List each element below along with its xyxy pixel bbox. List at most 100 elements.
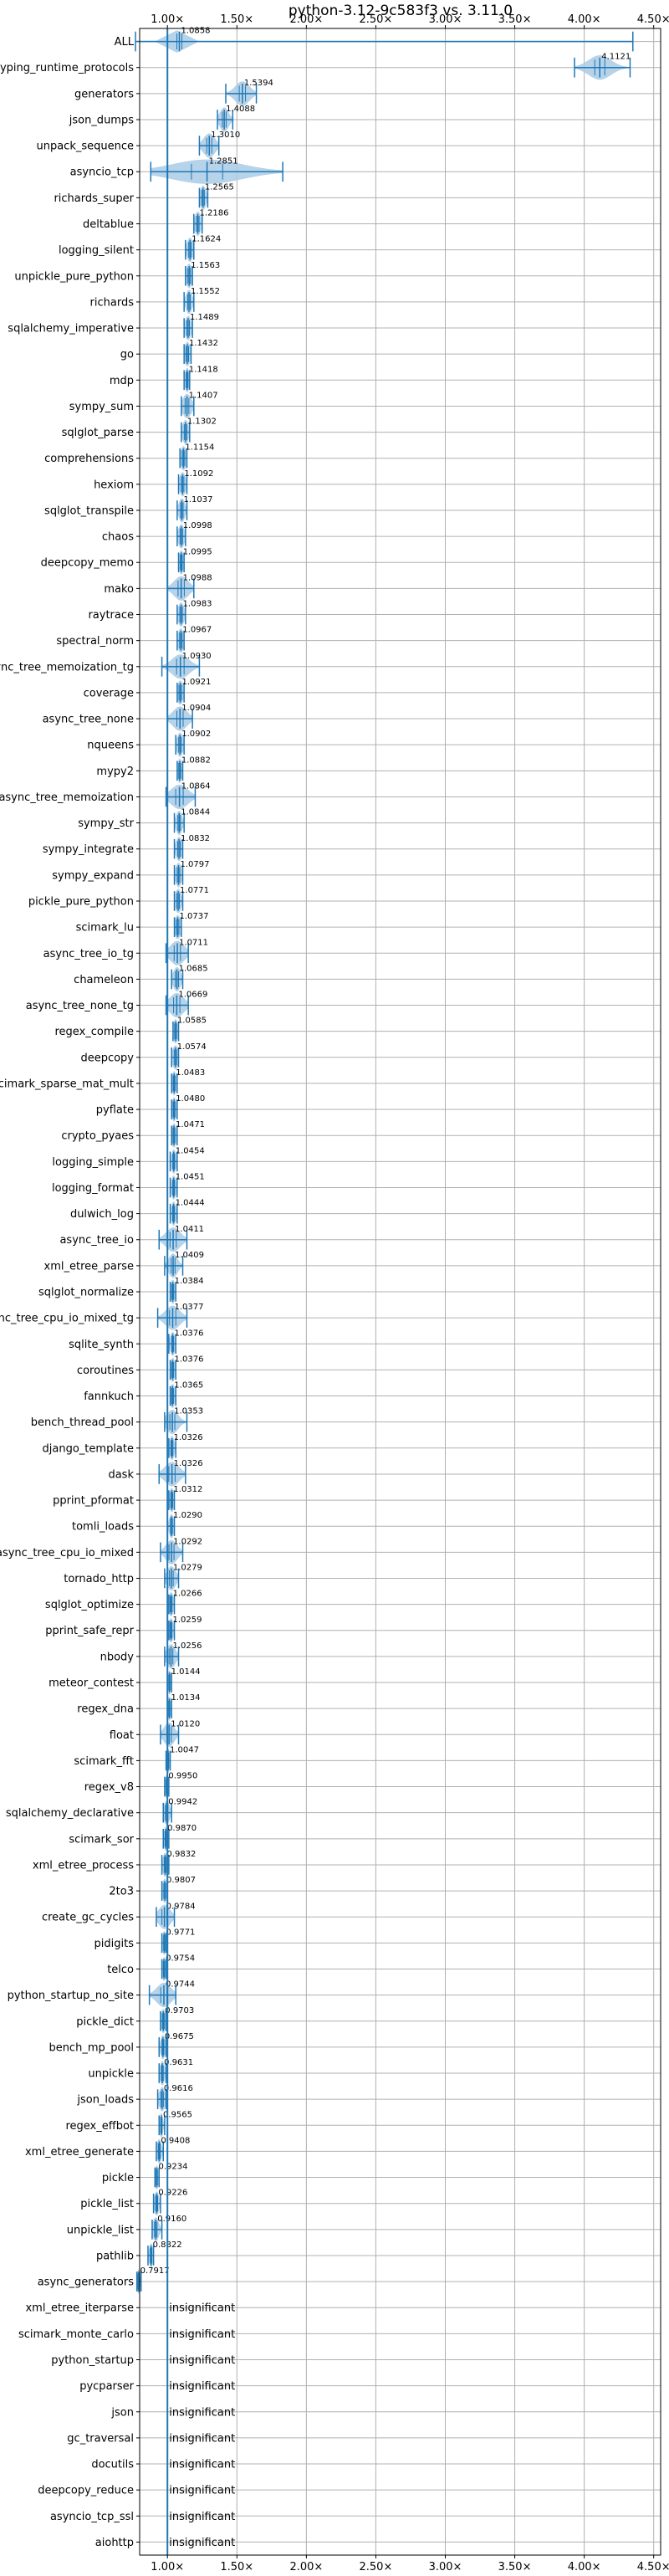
benchmark-label: go <box>120 349 134 361</box>
median-value-label: 1.0832 <box>181 834 210 843</box>
median-value-label: 0.9832 <box>166 1850 196 1859</box>
x-tick-label-bottom: 4.50× <box>637 2561 669 2573</box>
median-value-label: 1.1037 <box>183 495 212 504</box>
x-tick-label-top: 4.00× <box>568 13 601 26</box>
median-value-label: 1.0483 <box>176 1068 205 1078</box>
median-value-label: 1.0134 <box>171 1693 200 1703</box>
benchmark-label: regex_v8 <box>84 1781 134 1794</box>
x-tick-label-bottom: 2.50× <box>360 2561 393 2573</box>
benchmark-label: dulwich_log <box>70 1208 134 1221</box>
median-value-label: 0.9870 <box>167 1824 197 1833</box>
median-value-label: 1.0444 <box>176 1199 205 1208</box>
median-value-label: 1.0411 <box>175 1225 204 1234</box>
median-value-label: 0.9234 <box>159 2163 188 2172</box>
benchmark-label: 2to3 <box>109 1886 134 1898</box>
median-value-label: 1.1092 <box>184 469 213 479</box>
benchmark-label: scimark_sparse_mat_mult <box>0 1078 134 1090</box>
insignificant-label: insignificant <box>169 2302 235 2315</box>
median-value-label: 1.0585 <box>177 1017 207 1026</box>
median-value-label: 1.2851 <box>209 156 238 166</box>
benchmark-label: generators <box>74 88 134 100</box>
median-value-label: 1.0292 <box>173 1537 202 1546</box>
benchmark-label: regex_compile <box>54 1026 134 1038</box>
benchmark-label: deepcopy_reduce <box>38 2485 134 2497</box>
benchmark-label: float <box>110 1729 134 1742</box>
benchmark-label: logging_simple <box>52 1156 134 1169</box>
x-tick-label-bottom: 3.00× <box>429 2561 462 2573</box>
median-value-label: 1.0904 <box>181 704 211 713</box>
x-tick-label-bottom: 3.50× <box>498 2561 532 2573</box>
benchmark-label: spectral_norm <box>56 635 134 648</box>
benchmark-label: scimark_lu <box>76 922 134 935</box>
benchmark-label: meteor_contest <box>49 1677 134 1690</box>
median-value-label: 0.9754 <box>166 1954 195 1964</box>
benchmark-label: json_loads <box>76 2094 134 2107</box>
benchmark-label: gc_traversal <box>67 2432 134 2445</box>
benchmark-label: pycparser <box>79 2380 134 2393</box>
median-value-label: 1.1302 <box>187 417 217 427</box>
benchmark-label: async_tree_none_tg <box>26 1000 134 1012</box>
median-value-label: 0.9226 <box>158 2189 187 2198</box>
benchmark-label: asyncio_tcp <box>70 166 134 179</box>
benchmark-label: typing_runtime_protocols <box>0 62 134 74</box>
insignificant-label: insignificant <box>169 2380 235 2393</box>
median-value-label: 0.9675 <box>165 2032 194 2041</box>
benchmark-label: unpack_sequence <box>36 141 134 153</box>
median-value-label: 1.0771 <box>180 886 209 895</box>
median-value-label: 1.1418 <box>189 365 218 374</box>
median-value-label: 0.9408 <box>161 2136 190 2145</box>
plot-frame <box>139 28 661 2556</box>
benchmark-label: pyflate <box>96 1104 134 1117</box>
median-value-label: 1.0711 <box>179 938 208 947</box>
benchmark-label: unpickle <box>88 2068 134 2081</box>
benchmark-label: xml_etree_iterparse <box>25 2302 134 2315</box>
benchmark-label: sqlglot_transpile <box>44 504 134 517</box>
insignificant-label: insignificant <box>169 2511 235 2523</box>
median-value-label: 0.9771 <box>166 1928 195 1937</box>
benchmark-label: mako <box>104 583 134 596</box>
median-value-label: 1.0353 <box>174 1407 203 1416</box>
benchmark-label: regex_dna <box>77 1703 134 1716</box>
insignificant-label: insignificant <box>169 2328 235 2341</box>
median-value-label: 1.0685 <box>179 964 208 973</box>
median-value-label: 1.0376 <box>174 1355 203 1364</box>
benchmark-label: chameleon <box>74 974 134 986</box>
median-value-label: 1.0144 <box>171 1667 201 1677</box>
median-value-label: 1.1407 <box>189 391 218 400</box>
median-value-label: 0.9631 <box>164 2058 193 2067</box>
benchmark-label: xml_etree_generate <box>25 2146 134 2159</box>
benchmark-label: pprint_pformat <box>53 1495 134 1508</box>
median-value-label: 0.9616 <box>164 2084 193 2093</box>
median-value-label: 1.0266 <box>173 1590 202 1599</box>
benchmark-label: async_tree_memoization_tg <box>0 661 134 673</box>
benchmark-label: python_startup_no_site <box>8 1990 134 2002</box>
median-value-label: 1.1432 <box>189 339 218 348</box>
median-value-label: 1.2565 <box>205 182 234 192</box>
benchmark-label: logging_format <box>52 1182 134 1195</box>
median-value-label: 1.0574 <box>177 1042 207 1052</box>
benchmark-label: json_dumps <box>69 114 134 126</box>
median-value-label: 1.1154 <box>185 443 214 453</box>
median-value-label: 1.0471 <box>176 1120 205 1129</box>
benchmark-label: pickle_list <box>80 2198 134 2210</box>
benchmark-label: comprehensions <box>44 453 134 465</box>
benchmark-label: aiohttp <box>95 2537 134 2549</box>
median-value-label: 0.9942 <box>168 1798 197 1807</box>
x-tick-label-bottom: 4.00× <box>568 2561 601 2573</box>
benchmark-label: mdp <box>110 375 134 387</box>
benchmark-label: sqlalchemy_imperative <box>8 323 134 335</box>
benchmark-label: tornado_http <box>64 1573 134 1585</box>
benchmark-label: deepcopy_memo <box>41 557 134 570</box>
median-value-label: 1.0312 <box>173 1485 202 1494</box>
x-tick-label-bottom: 2.00× <box>289 2561 323 2573</box>
benchmark-label: unpickle_pure_python <box>14 270 134 283</box>
median-value-label: 1.0930 <box>182 652 212 661</box>
benchmark-label: docutils <box>91 2459 134 2471</box>
benchmark-label: raytrace <box>88 609 134 622</box>
benchmark-label: django_template <box>43 1442 134 1455</box>
median-value-label: 1.0326 <box>174 1459 203 1468</box>
median-value-label: 1.0858 <box>181 27 210 36</box>
benchmark-label: bench_thread_pool <box>31 1416 134 1429</box>
